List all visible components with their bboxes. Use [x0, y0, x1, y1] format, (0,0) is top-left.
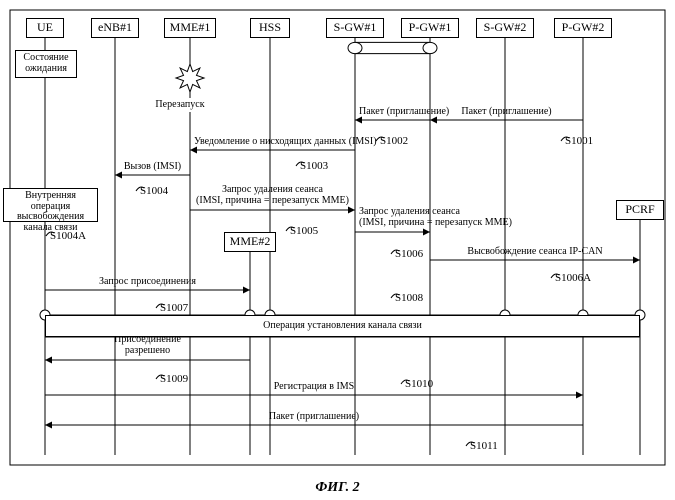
- step-S1006A: S1006A: [555, 272, 591, 284]
- note-restart: Перезапуск: [145, 98, 215, 112]
- step-S1004A: S1004A: [50, 230, 86, 242]
- step-S1003: S1003: [300, 160, 328, 172]
- msg-m1003: Уведомление о нисходящих данных (IMSI): [194, 137, 351, 148]
- node-hss: HSS: [250, 18, 290, 38]
- node-sgw2: S-GW#2: [476, 18, 534, 38]
- step-S1002: S1002: [380, 135, 408, 147]
- msg-m1009: Присоединениеразрешено: [49, 335, 246, 356]
- msg-m1006: Запрос удаления сеанса(IMSI, причина = п…: [359, 207, 426, 228]
- step-S1004: S1004: [140, 185, 168, 197]
- node-pgw2: P-GW#2: [554, 18, 612, 38]
- step-S1008: S1008: [395, 292, 423, 304]
- step-S1011: S1011: [470, 440, 498, 452]
- msg-m1010: Регистрация в IMS: [49, 382, 579, 393]
- msg-m1007: Запрос присоединения: [49, 277, 246, 288]
- node-pcrf: PCRF: [616, 200, 664, 220]
- step-S1010: S1010: [405, 378, 433, 390]
- operation-bar: Операция установления канала связи: [45, 315, 640, 337]
- node-mme2: MME#2: [224, 232, 276, 252]
- msg-m1011: Пакет (приглашение): [49, 412, 579, 423]
- msg-m1004: Вызов (IMSI): [119, 162, 186, 173]
- step-S1006: S1006: [395, 248, 423, 260]
- node-mme1: MME#1: [164, 18, 216, 38]
- node-sgw1: S-GW#1: [326, 18, 384, 38]
- node-ue: UE: [26, 18, 64, 38]
- note-idle: Состояниеожидания: [15, 50, 77, 78]
- msg-m1001: Пакет (приглашение): [434, 107, 579, 118]
- msg-m1006a: Высвобождение сеанса IP-CAN: [434, 247, 636, 258]
- step-S1005: S1005: [290, 225, 318, 237]
- msg-m1002: Пакет (приглашение): [359, 107, 426, 118]
- node-enb1: eNB#1: [91, 18, 139, 38]
- msg-m1005: Запрос удаления сеанса(IMSI, причина = п…: [194, 185, 351, 206]
- step-S1007: S1007: [160, 302, 188, 314]
- figure-caption: ФИГ. 2: [0, 480, 675, 496]
- step-S1001: S1001: [565, 135, 593, 147]
- node-pgw1: P-GW#1: [401, 18, 459, 38]
- note-relint: Внутренняя операциявысвобожденияканала с…: [3, 188, 98, 222]
